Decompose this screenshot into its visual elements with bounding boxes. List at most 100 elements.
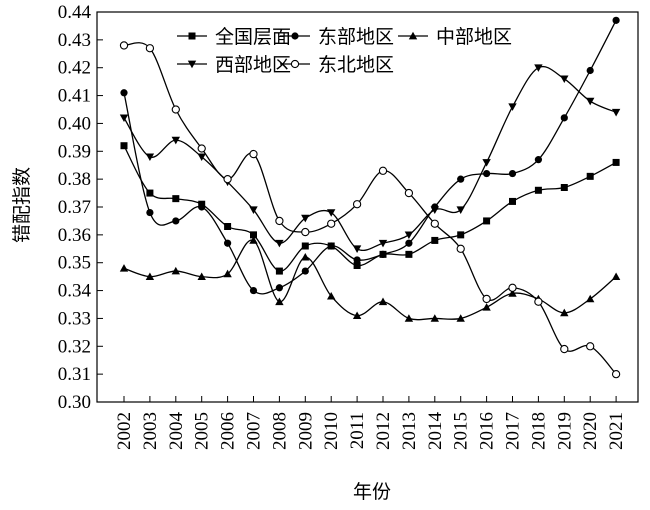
data-point (508, 283, 517, 292)
data-point (430, 314, 439, 322)
data-point (534, 297, 543, 306)
data-point (198, 203, 206, 211)
data-point (457, 175, 465, 183)
data-point (404, 188, 414, 198)
data-point (586, 97, 595, 106)
data-point (301, 267, 309, 275)
series-1 (120, 142, 620, 275)
y-tick-label: 0.42 (58, 58, 91, 79)
data-point (431, 236, 439, 244)
data-point (275, 216, 284, 226)
x-tick-label: 2009 (295, 412, 316, 450)
series-line (123, 65, 617, 252)
data-point (224, 239, 232, 247)
x-axis-title: 年份 (353, 481, 391, 503)
data-point (534, 156, 543, 164)
x-tick-label: 2006 (218, 412, 239, 450)
y-tick-label: 0.35 (58, 253, 91, 274)
data-point (119, 41, 129, 50)
x-tick-label: 2005 (192, 412, 213, 450)
data-point (586, 294, 595, 303)
data-point (223, 269, 232, 278)
legend-marker (408, 31, 418, 40)
data-point (352, 311, 362, 320)
y-tick-label: 0.44 (58, 2, 92, 23)
legend-item: 东北地区 (280, 54, 394, 76)
data-point (119, 114, 129, 123)
x-tick-label: 2004 (166, 412, 187, 451)
data-point (275, 284, 283, 292)
data-point (301, 252, 310, 261)
y-tick-label: 0.37 (58, 197, 91, 218)
data-point (327, 219, 336, 228)
data-point (586, 66, 594, 75)
data-point (612, 16, 620, 24)
y-tick-label: 0.30 (58, 392, 91, 413)
data-point (482, 159, 491, 167)
data-point (301, 242, 309, 250)
data-point (405, 250, 413, 258)
y-tick-label: 0.41 (58, 86, 91, 107)
data-point (249, 286, 258, 295)
y-tick-label: 0.32 (58, 336, 91, 357)
legend-item: 西部地区 (177, 54, 291, 76)
data-point (120, 142, 128, 150)
data-point (146, 208, 154, 217)
data-point (171, 136, 180, 145)
data-point (353, 262, 361, 269)
data-point (508, 289, 517, 297)
series-4 (119, 64, 621, 253)
x-tick-label: 2010 (321, 412, 342, 450)
data-point (249, 206, 258, 214)
series-line (123, 42, 617, 375)
y-tick-label: 0.36 (58, 225, 91, 246)
data-point (378, 239, 388, 248)
data-point (327, 209, 336, 217)
data-point (275, 267, 283, 275)
data-point (171, 266, 180, 275)
series-5 (119, 41, 621, 379)
data-point (197, 272, 206, 281)
data-point (611, 369, 621, 379)
x-tick-label: 2018 (528, 412, 549, 450)
x-tick-label: 2012 (373, 412, 394, 450)
data-point (611, 272, 621, 281)
data-point (379, 250, 387, 258)
data-point (378, 166, 388, 175)
legend-item: 中部地区 (398, 26, 512, 48)
data-point (250, 231, 257, 239)
legend-item: 东部地区 (280, 26, 394, 48)
data-point (172, 217, 180, 225)
x-tick-label: 2014 (425, 412, 446, 451)
legend-marker (187, 60, 197, 69)
data-point (534, 64, 543, 72)
x-tick-label: 2017 (503, 412, 524, 450)
data-point (353, 256, 361, 264)
legend-marker (291, 32, 299, 40)
x-tick-label: 2002 (114, 412, 135, 450)
data-point (508, 169, 517, 178)
series-line (123, 145, 617, 272)
data-point (560, 75, 569, 84)
data-point (482, 303, 491, 311)
data-point (171, 105, 180, 114)
y-tick-label: 0.40 (58, 113, 91, 134)
legend-label: 东部地区 (318, 26, 394, 48)
data-point (456, 244, 465, 253)
data-point (404, 231, 414, 240)
data-point (119, 264, 129, 272)
x-tick-label: 2007 (244, 412, 265, 450)
x-tick-label: 2021 (606, 412, 627, 450)
legend-label: 西部地区 (215, 54, 291, 76)
data-point (197, 144, 206, 153)
data-point (405, 239, 413, 247)
data-point (301, 214, 310, 223)
data-point (457, 231, 465, 239)
data-point (223, 174, 232, 184)
data-point (352, 200, 362, 209)
legend-label: 东北地区 (318, 54, 394, 76)
data-point (301, 227, 310, 237)
series-layer (119, 16, 621, 379)
